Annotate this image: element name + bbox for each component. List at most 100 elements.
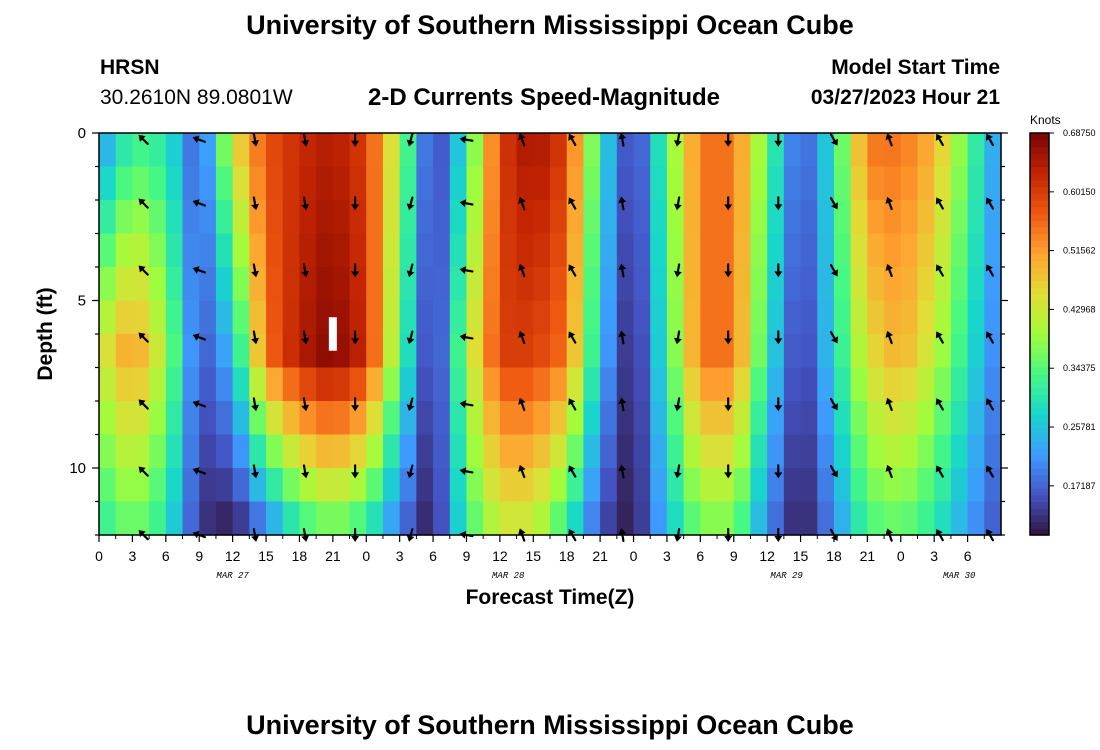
heatmap-cell	[800, 401, 818, 436]
heatmap-cell	[399, 133, 417, 168]
heatmap-cell	[750, 434, 768, 469]
heatmap-cell	[132, 300, 150, 335]
current-arrow	[673, 196, 682, 211]
heatmap-cell	[683, 300, 701, 335]
current-vectors	[138, 132, 995, 543]
heatmap-cell	[533, 267, 551, 302]
current-arrow	[935, 197, 944, 210]
heatmap-cell	[266, 200, 284, 235]
heatmap-cell	[215, 233, 234, 268]
model-start-value: 03/27/2023 Hour 21	[810, 86, 1000, 109]
heatmap-cell	[650, 166, 668, 201]
colorbar-segment	[1030, 508, 1049, 516]
heatmap-cell	[483, 267, 501, 302]
heatmap-cell	[800, 300, 818, 335]
heatmap-cell	[550, 501, 568, 536]
colorbar-segment	[1030, 159, 1049, 168]
heatmap-cell	[917, 334, 935, 369]
current-arrow	[351, 527, 360, 542]
heatmap-cell	[683, 334, 701, 369]
current-arrow	[301, 330, 310, 345]
heatmap-cell	[282, 434, 301, 469]
heatmap-cell	[833, 233, 852, 268]
heatmap-cell	[717, 468, 735, 503]
heatmap-cell	[483, 166, 501, 201]
heatmap-cell	[132, 501, 150, 536]
heatmap-cell	[817, 267, 835, 302]
heatmap-cell	[917, 200, 935, 235]
colorbar-tick-label: 0.17187	[1063, 481, 1096, 491]
current-arrow	[985, 133, 995, 146]
heatmap-cell	[282, 267, 301, 302]
heatmap-cell	[934, 133, 952, 168]
heatmap-cell	[767, 267, 785, 302]
heatmap-cell	[433, 401, 451, 436]
heatmap-cell	[683, 133, 701, 168]
heatmap-cell	[366, 133, 384, 168]
heatmap-cell	[783, 401, 802, 436]
x-tick-label: 12	[492, 548, 508, 564]
current-arrow	[301, 527, 310, 542]
heatmap-cell	[466, 200, 484, 235]
heatmap-cell	[232, 133, 250, 168]
heatmap-cell	[433, 334, 451, 369]
heatmap-cell	[399, 300, 417, 335]
heatmap-cell	[316, 401, 334, 436]
heatmap-cell	[950, 367, 969, 402]
current-arrow	[774, 196, 783, 211]
heatmap-cell	[566, 133, 584, 168]
heatmap-cell	[416, 501, 434, 536]
current-arrow	[829, 197, 838, 210]
current-arrow	[774, 132, 783, 147]
heatmap-cell	[917, 434, 935, 469]
current-arrow	[829, 264, 838, 277]
heatmap-cell	[299, 166, 317, 201]
heatmap-cell	[750, 401, 768, 436]
heatmap-cell	[449, 200, 468, 235]
x-tick-label: 21	[325, 548, 341, 564]
heatmap-cell	[833, 200, 852, 235]
heatmap-cell	[132, 434, 150, 469]
colorbar-segment	[1030, 293, 1049, 302]
heatmap-cell	[817, 367, 835, 402]
x-tick-label: 15	[526, 548, 542, 564]
colorbar-segment	[1030, 367, 1049, 375]
heatmap-cell	[550, 468, 568, 503]
heatmap-cell	[299, 334, 317, 369]
heatmap-cell	[700, 233, 718, 268]
colorbar-segment	[1030, 139, 1049, 147]
heatmap-cell	[900, 233, 919, 268]
heatmap-cell	[867, 401, 885, 436]
heatmap-cell	[466, 133, 484, 168]
heatmap-cell	[282, 166, 301, 201]
heatmap-cell	[99, 133, 117, 168]
current-arrow	[251, 263, 260, 278]
heatmap-cell	[149, 166, 167, 201]
heatmap-cell	[950, 166, 969, 201]
heatmap-cell	[266, 267, 284, 302]
heatmap-cell	[366, 401, 384, 436]
heatmap-cell	[884, 133, 902, 168]
heatmap-cell	[783, 468, 802, 503]
heatmap-cell	[767, 468, 785, 503]
heatmap-cell	[466, 300, 484, 335]
heatmap-cell	[850, 166, 868, 201]
heatmap-cell	[199, 233, 217, 268]
x-tick-label: 12	[759, 548, 775, 564]
colorbar-segment	[1030, 253, 1049, 261]
heatmap-cell	[249, 334, 267, 369]
heatmap-cell	[332, 501, 351, 536]
heatmap-cell	[817, 166, 835, 201]
heatmap-cell	[483, 367, 501, 402]
heatmap-cell	[700, 200, 718, 235]
x-tick-label: 3	[129, 548, 137, 564]
heatmap-cell	[215, 166, 234, 201]
colorbar-tick-label: 0.60150	[1063, 187, 1096, 197]
heatmap-cell	[600, 501, 618, 536]
heatmap-cell	[550, 233, 568, 268]
heatmap-cell	[366, 200, 384, 235]
x-tick-label: 3	[663, 548, 671, 564]
current-arrow	[673, 397, 682, 412]
heatmap-cell	[99, 267, 117, 302]
heatmap-cell	[366, 367, 384, 402]
